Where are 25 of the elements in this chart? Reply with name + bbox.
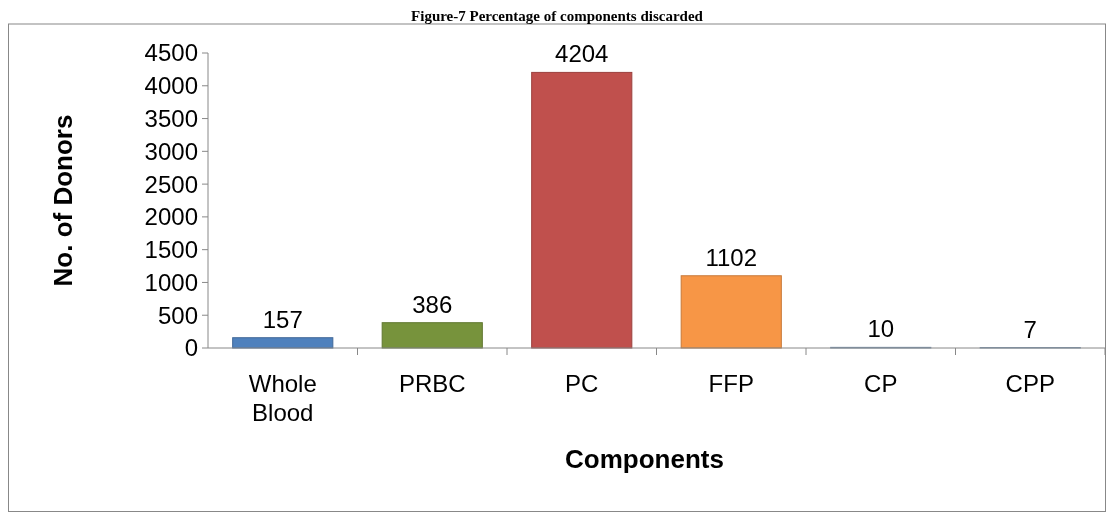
x-tick-label: CPP [1005, 370, 1055, 397]
x-axis-title: Components [565, 444, 724, 474]
x-tick-label: PRBC [398, 370, 466, 397]
data-label: 4204 [555, 40, 609, 68]
x-tick-label: PC [565, 370, 599, 397]
y-tick-label: 0 [184, 334, 198, 362]
y-tick-label: 3000 [144, 137, 198, 165]
y-tick-label: 2000 [144, 203, 198, 231]
y-tick-label: 4500 [144, 39, 198, 67]
data-label: 7 [1023, 315, 1037, 343]
y-axis-title: No. of Donors [48, 114, 78, 287]
y-tick-label: 4000 [144, 72, 198, 100]
x-tick-label: Whole Blood [248, 370, 317, 426]
y-tick-label: 1000 [144, 268, 198, 296]
data-label: 386 [412, 290, 453, 318]
y-tick-label: 3500 [144, 104, 198, 132]
y-tick-label: 2500 [144, 170, 198, 198]
x-tick-label: FFP [708, 370, 754, 397]
chart-title: Figure-7 Percentage of components discarded [411, 8, 704, 24]
y-tick-label: 500 [157, 301, 198, 329]
x-tick-label: CP [864, 370, 898, 397]
data-label: 157 [262, 305, 303, 333]
y-tick-label: 1500 [144, 236, 198, 264]
data-label: 1102 [705, 243, 758, 271]
data-label: 10 [867, 315, 895, 343]
